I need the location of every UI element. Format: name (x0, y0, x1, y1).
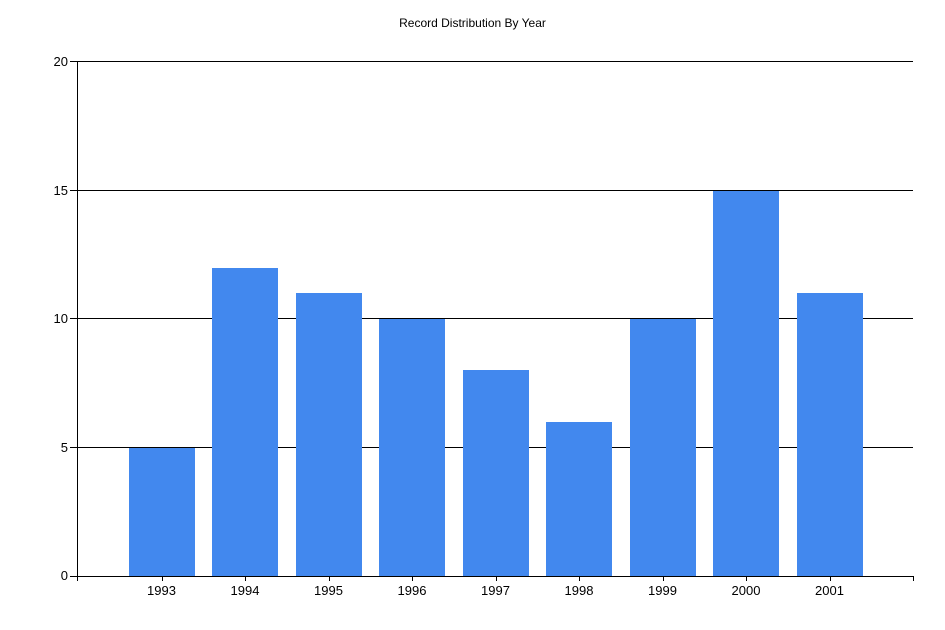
y-axis-tick (70, 576, 78, 577)
x-tick-label-1994: 1994 (230, 583, 260, 598)
bar-1995 (295, 293, 362, 576)
y-axis-tick (70, 318, 78, 319)
y-tick-label-5: 5 (60, 439, 68, 455)
x-tick-label-1997: 1997 (481, 583, 510, 598)
y-tick-label-10: 10 (53, 311, 68, 326)
x-axis-tick (412, 577, 413, 581)
gridline-10 (78, 318, 913, 319)
x-axis-tick (245, 577, 246, 581)
bar-1997 (462, 370, 529, 576)
gridline-15 (78, 189, 913, 191)
y-axis-tick (70, 189, 78, 191)
x-tick-label-1998: 1998 (564, 583, 594, 598)
x-axis-end-tick (913, 576, 914, 581)
x-axis-tick (495, 577, 497, 581)
y-tick-label-15: 15 (53, 182, 68, 198)
x-axis-tick (328, 577, 330, 581)
bar-1999 (629, 319, 696, 576)
y-axis-end-tick (77, 576, 78, 581)
x-tick-label-1996: 1996 (397, 583, 427, 598)
y-axis-tick (70, 61, 78, 62)
bar-1994 (212, 267, 278, 576)
x-tick-label-1995: 1995 (314, 583, 343, 598)
x-axis-tick (746, 577, 747, 581)
y-axis-tick (70, 446, 78, 448)
chart-title: Record Distribution By Year (399, 16, 546, 30)
x-tick-label-1999: 1999 (648, 583, 677, 598)
gridline-20 (78, 61, 913, 62)
bar-2000 (713, 190, 779, 576)
plot-area: 0 5 10 15 20 1993 1994 1995 1996 1997 1998 1999 2000… (54, 54, 914, 598)
y-tick-label-20: 20 (53, 54, 68, 69)
bar-2001 (796, 293, 863, 576)
bar-1998 (546, 421, 612, 576)
x-axis-tick (579, 577, 580, 581)
y-tick-label-0: 0 (60, 568, 68, 583)
x-tick-label-2000: 2000 (731, 583, 761, 598)
x-axis-tick (161, 577, 163, 581)
bar-1993 (128, 447, 195, 576)
x-tick-label-2001: 2001 (815, 583, 844, 598)
x-axis-tick (829, 577, 831, 581)
x-axis-tick (662, 577, 664, 581)
bar-1996 (379, 319, 445, 576)
x-tick-label-1993: 1993 (147, 583, 176, 598)
